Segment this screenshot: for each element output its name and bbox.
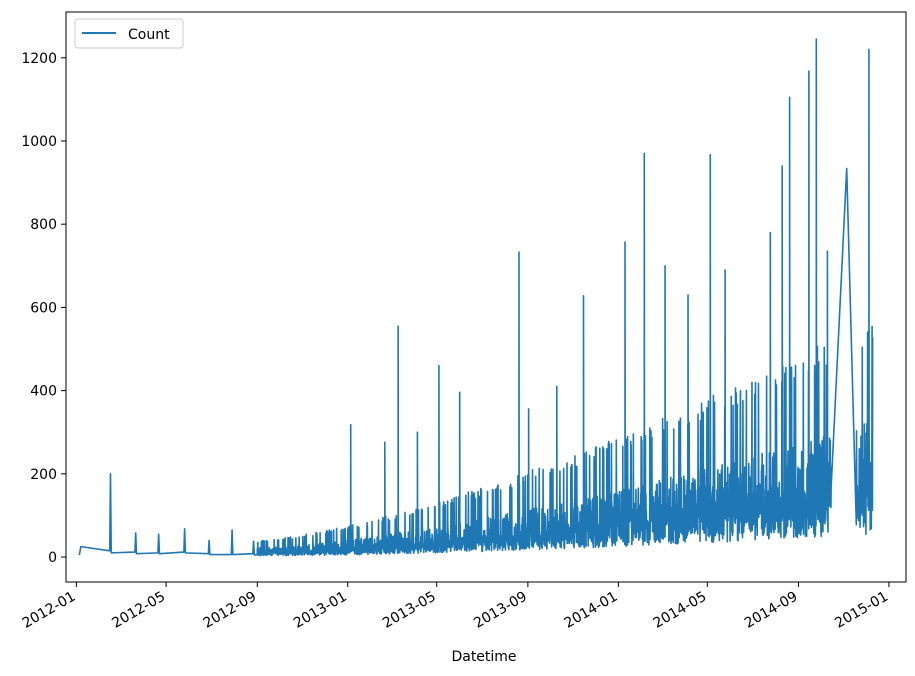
x-tick-label-2013-09: 2013-09 xyxy=(471,589,530,632)
x-tick-label-2014-09: 2014-09 xyxy=(742,589,801,632)
y-tick-label-200: 200 xyxy=(30,467,57,483)
x-tick-label-2012-01: 2012-01 xyxy=(20,589,79,632)
legend: Count xyxy=(74,18,184,49)
series-layer xyxy=(78,38,874,557)
y-tick-label-400: 400 xyxy=(30,384,57,400)
x-tick-label-2012-05: 2012-05 xyxy=(109,589,168,632)
series-count-line xyxy=(78,38,874,557)
y-tick-label-600: 600 xyxy=(30,300,57,316)
x-tick-label-2014-01: 2014-01 xyxy=(562,589,621,632)
x-tick-label-2014-05: 2014-05 xyxy=(651,589,710,632)
legend-box xyxy=(74,18,184,49)
legend-entry-count: Count xyxy=(128,27,170,43)
y-axis: 0 200 400 600 800 1000 1200 xyxy=(21,51,66,566)
y-tick-label-0: 0 xyxy=(48,550,57,566)
x-axis: 2012-01 2012-05 2012-09 2013-01 2013-05 2013-… xyxy=(20,582,891,632)
x-tick-label-2013-05: 2013-05 xyxy=(380,589,439,632)
y-tick-label-1200: 1200 xyxy=(21,51,57,67)
x-axis-label: Datetime xyxy=(451,649,516,665)
x-tick-label-2012-09: 2012-09 xyxy=(201,589,260,632)
x-tick-label-2013-01: 2013-01 xyxy=(291,589,350,632)
y-tick-label-800: 800 xyxy=(30,217,57,233)
y-tick-label-1000: 1000 xyxy=(21,134,57,150)
plot-frame xyxy=(65,11,907,583)
x-tick-label-2015-01: 2015-01 xyxy=(832,589,891,632)
